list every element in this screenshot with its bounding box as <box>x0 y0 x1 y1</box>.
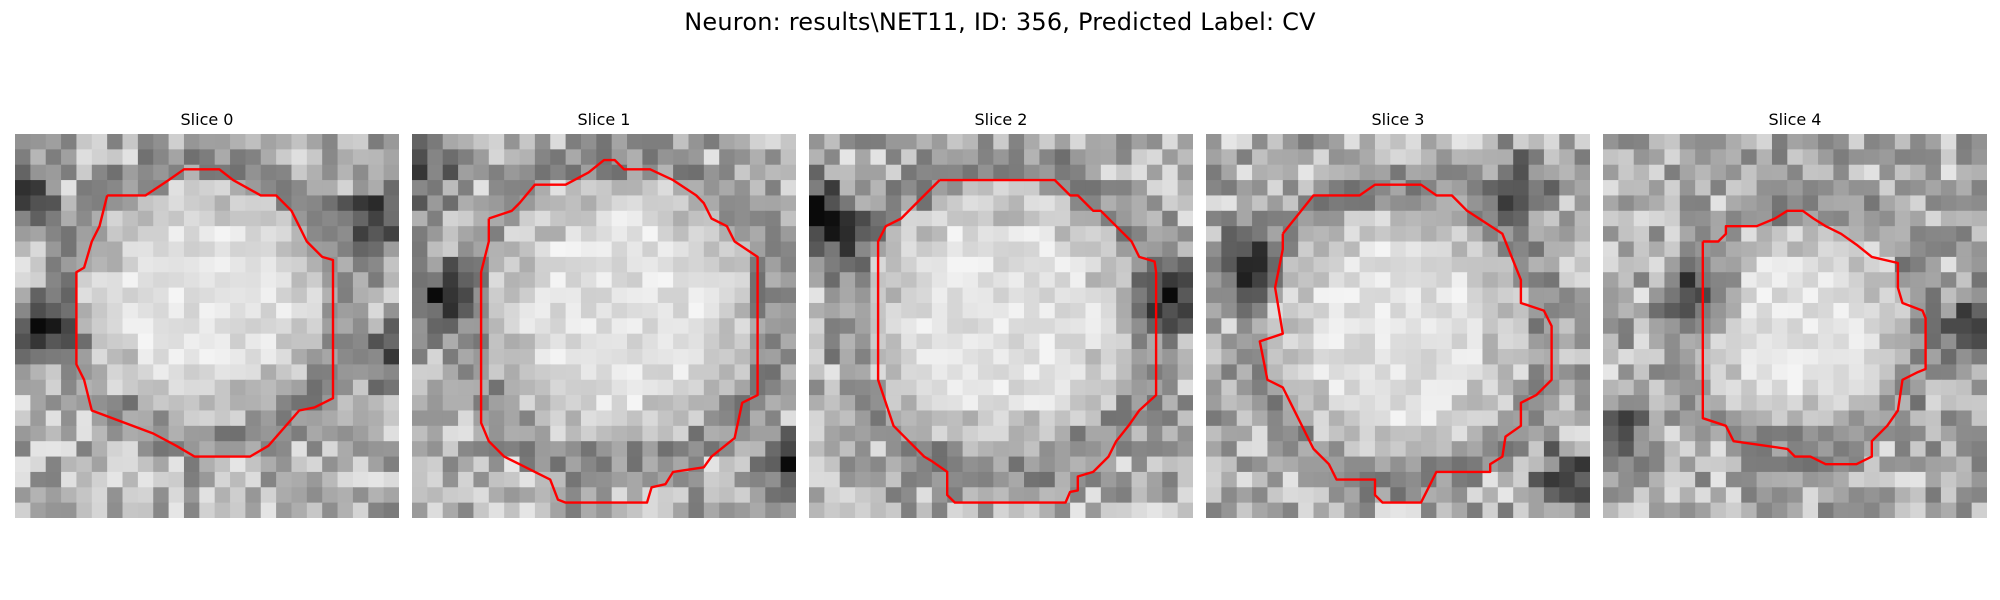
slice-4-image <box>1603 134 1987 518</box>
slice-0-image <box>15 134 399 518</box>
slice-3-grayscale-image <box>1206 134 1590 518</box>
slice-4-grayscale-image <box>1603 134 1987 518</box>
slice-title: Slice 3 <box>1371 110 1425 129</box>
slice-2-grayscale-image <box>809 134 1193 518</box>
slice-title: Slice 4 <box>1768 110 1822 129</box>
slice-1-image <box>412 134 796 518</box>
slice-title: Slice 0 <box>180 110 234 129</box>
slice-1-grayscale-image <box>412 134 796 518</box>
slice-title: Slice 2 <box>974 110 1028 129</box>
slice-2-image <box>809 134 1193 518</box>
neuron-roi-contour <box>1258 183 1553 504</box>
neuron-roi-contour <box>876 178 1158 504</box>
slice-0-grayscale-image <box>15 134 399 518</box>
slice-title: Slice 1 <box>577 110 631 129</box>
neuron-roi-contour <box>479 158 759 504</box>
neuron-roi-contour <box>75 168 335 458</box>
neuron-roi-contour <box>1701 209 1927 466</box>
slice-3-image <box>1206 134 1590 518</box>
figure-title: Neuron: results\NET11, ID: 356, Predicte… <box>684 8 1316 36</box>
